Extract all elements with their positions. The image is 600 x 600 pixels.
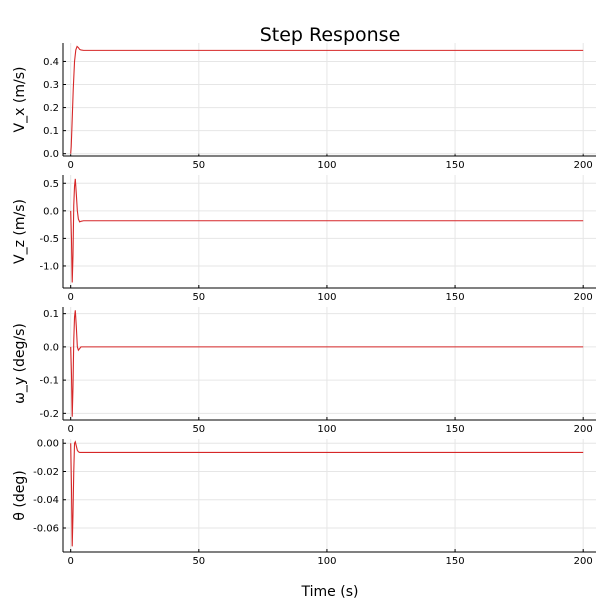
x-tick-label: 150 [446, 160, 465, 171]
x-tick-label: 150 [446, 292, 465, 303]
subplot-3: 0 50 100 150 200 -0.2 -0.1 0.0 0.1 ω_y (deg/s) [12, 307, 596, 435]
y-tick-label: -0.02 [33, 467, 59, 478]
x-tick-label: 50 [192, 292, 205, 303]
x-tick-label: 200 [574, 160, 593, 171]
y-axis-label: V_x (m/s) [12, 67, 28, 133]
y-axis-label: V_z (m/s) [12, 199, 28, 264]
series-line [70, 310, 584, 417]
x-tick-label: 0 [68, 556, 74, 567]
y-tick-label: 0.4 [43, 57, 59, 68]
y-tick-label: 0.0 [43, 149, 59, 160]
series-line [70, 45, 584, 154]
x-tick-label: 100 [317, 160, 336, 171]
x-axis-label: Time (s) [301, 584, 359, 600]
x-tick-label: 100 [317, 556, 336, 567]
chart-title: Step Response [260, 24, 401, 46]
y-tick-label: 0.1 [43, 126, 59, 137]
y-tick-label: 0.2 [43, 103, 59, 114]
y-tick-label: -0.1 [39, 376, 59, 387]
y-tick-label: -0.2 [39, 409, 59, 420]
x-tick-label: 0 [68, 292, 74, 303]
y-tick-label: -0.5 [39, 234, 59, 245]
y-tick-label: 0.3 [43, 80, 59, 91]
subplot-panels: 0 50 100 150 200 0.0 0.1 0.2 0.3 0.4 V_x (m/s) 0 50 1… [12, 43, 596, 567]
x-tick-label: 200 [574, 556, 593, 567]
y-axis-label: θ (deg) [12, 470, 28, 520]
x-tick-label: 150 [446, 556, 465, 567]
x-tick-label: 100 [317, 424, 336, 435]
y-tick-label: 0.00 [37, 439, 59, 450]
x-tick-label: 50 [192, 424, 205, 435]
x-tick-label: 100 [317, 292, 336, 303]
x-tick-label: 200 [574, 292, 593, 303]
y-tick-label: 0.5 [43, 179, 59, 190]
y-tick-label: -0.06 [33, 523, 59, 534]
series-line [70, 440, 584, 547]
x-tick-label: 0 [68, 424, 74, 435]
x-tick-label: 50 [192, 160, 205, 171]
y-tick-label: -1.0 [39, 261, 59, 272]
x-tick-label: 200 [574, 424, 593, 435]
y-tick-label: 0.0 [43, 206, 59, 217]
y-axis-label: ω_y (deg/s) [12, 323, 28, 404]
x-tick-label: 150 [446, 424, 465, 435]
x-tick-label: 50 [192, 556, 205, 567]
y-tick-label: 0.1 [43, 309, 59, 320]
subplot-1: 0 50 100 150 200 0.0 0.1 0.2 0.3 0.4 V_x (m/s) [12, 43, 596, 171]
y-tick-label: -0.04 [33, 495, 59, 506]
subplot-2: 0 50 100 150 200 -1.0 -0.5 0.0 0.5 V_z (m/s) [12, 175, 596, 303]
y-tick-label: 0.0 [43, 342, 59, 353]
x-tick-label: 0 [68, 160, 74, 171]
series-line [70, 178, 584, 283]
subplot-4: 0 50 100 150 200 -0.06 -0.04 -0.02 0.00 θ (deg) [12, 439, 596, 567]
